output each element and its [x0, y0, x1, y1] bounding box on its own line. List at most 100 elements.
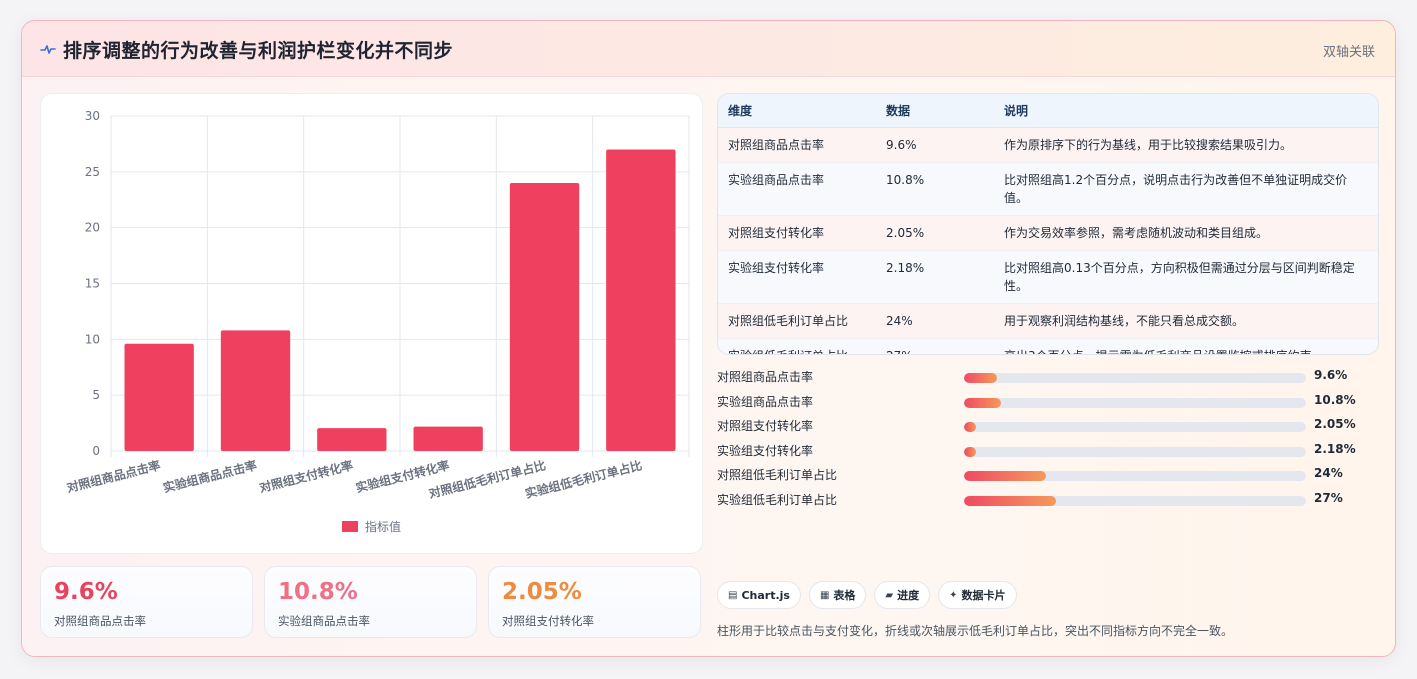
tag-data-cards[interactable]: ✦ 数据卡片: [938, 581, 1017, 609]
tag-label: 进度: [897, 589, 920, 602]
table-cell: 用于观察利润结构基线，不能只看总成交额。: [994, 303, 1378, 339]
kpi-value: 9.6%: [54, 579, 118, 605]
progress-track: [964, 397, 1306, 408]
progress-track: [964, 446, 1306, 457]
table-cell: 2.05%: [876, 215, 994, 251]
progress-label: 对照组支付转化率: [717, 419, 814, 434]
table-cell: 10.8%: [876, 162, 994, 216]
kpi-card: 9.6% 对照组商品点击率: [40, 566, 253, 638]
kpi-card: 10.8% 实验组商品点击率: [264, 566, 477, 638]
legend-swatch: [342, 521, 358, 532]
tag-progress[interactable]: ▰ 进度: [874, 581, 931, 609]
progress-fill: [964, 373, 997, 383]
y-tick-label: 0: [92, 444, 100, 458]
table-cell: 24%: [876, 303, 994, 339]
progress-label: 实验组支付转化率: [717, 443, 814, 458]
progress-value: 9.6%: [1314, 368, 1348, 382]
progress-fill: [964, 446, 976, 457]
y-tick-label: 20: [85, 221, 100, 235]
kpi-label: 对照组商品点击率: [54, 614, 146, 628]
progress-fill: [964, 397, 1001, 408]
table-row: 对照组支付转化率 2.05% 作为交易效率参照，需考虑随机波动和类目组成。: [718, 215, 1378, 251]
table-cell: 实验组低毛利订单占比: [718, 338, 876, 354]
chart-bar: [509, 183, 580, 451]
progress-value: 10.8%: [1314, 392, 1356, 407]
progress-row: 实验组支付转化率 2.18%: [717, 440, 1379, 465]
x-tick-label: 对照组商品点击率: [65, 457, 162, 495]
progress-label: 实验组低毛利订单占比: [717, 492, 838, 507]
y-tick-label: 5: [92, 388, 100, 402]
legend-label: 指标值: [365, 519, 401, 534]
chart-bar: [606, 149, 676, 451]
y-tick-label: 10: [85, 332, 100, 346]
table-header-cell: 说明: [994, 94, 1378, 128]
table-cell: 对照组支付转化率: [718, 215, 876, 251]
progress-value: 2.18%: [1314, 441, 1356, 456]
table-row: 实验组支付转化率 2.18% 比对照组高0.13个百分点，方向积极但需通过分层与…: [718, 250, 1378, 304]
pulse-icon: [40, 45, 56, 54]
tag-label: Chart.js: [741, 588, 790, 602]
progress-row: 实验组商品点击率 10.8%: [717, 391, 1379, 416]
page-title: 排序调整的行为改善与利润护栏变化并不同步: [63, 40, 454, 62]
progress-fill: [964, 422, 976, 433]
table-cell: 比对照组高0.13个百分点，方向积极但需通过分层与区间判断稳定性。: [994, 250, 1378, 304]
tag-table[interactable]: ▦ 表格: [808, 581, 867, 609]
dashboard-card: 排序调整的行为改善与利润护栏变化并不同步 双轴关联 0 5 10 15 20 25 30 对照…: [21, 20, 1396, 657]
kpi-label: 对照组支付转化率: [502, 614, 594, 628]
progress-fill: [964, 471, 1047, 482]
progress-icon: ▰: [885, 589, 894, 601]
y-tick-label: 25: [85, 165, 100, 179]
table-cell: 对照组低毛利订单占比: [718, 303, 876, 339]
progress-row: 对照组支付转化率 2.05%: [717, 415, 1379, 440]
chart-bar: [124, 343, 194, 451]
progress-track: [964, 471, 1306, 482]
progress-label: 实验组商品点击率: [717, 394, 814, 409]
table-row: 实验组低毛利订单占比 27% 高出3个百分点，提示需为低毛利商品设置监控或排序约…: [718, 338, 1378, 354]
tag-list: ▤ Chart.js ▦ 表格 ▰ 进度 ✦ 数据卡片: [717, 581, 1017, 609]
progress-track: [964, 422, 1306, 433]
progress-row: 对照组低毛利订单占比 24%: [717, 464, 1379, 489]
sparkle-icon: ✦: [949, 589, 958, 601]
progress-value: 27%: [1314, 490, 1343, 505]
table-row: 对照组低毛利订单占比 24% 用于观察利润结构基线，不能只看总成交额。: [718, 303, 1378, 339]
table-cell: 对照组商品点击率: [718, 127, 876, 163]
table-header-cell: 数据: [876, 94, 994, 128]
kpi-value: 10.8%: [278, 579, 358, 605]
table-cell: 作为交易效率参照，需考虑随机波动和类目组成。: [994, 215, 1378, 251]
progress-value: 24%: [1314, 466, 1343, 481]
table-cell: 27%: [876, 338, 994, 354]
card-header: 排序调整的行为改善与利润护栏变化并不同步 双轴关联: [22, 21, 1395, 77]
table-header-cell: 维度: [718, 94, 876, 128]
progress-label: 对照组低毛利订单占比: [717, 468, 838, 483]
data-table: 维度 数据 说明 对照组商品点击率 9.6% 作为原排序下的行为基线，用于比较搜…: [717, 93, 1379, 355]
table-header-row: 维度 数据 说明: [718, 94, 1378, 128]
chart-bar: [317, 428, 387, 451]
y-tick-label: 15: [85, 277, 100, 291]
tag-label: 数据卡片: [961, 589, 1006, 602]
x-tick-label: 对照组支付转化率: [258, 457, 355, 495]
kpi-value: 2.05%: [502, 579, 582, 605]
progress-track: [964, 495, 1306, 506]
table-row: 对照组商品点击率 9.6% 作为原排序下的行为基线，用于比较搜索结果吸引力。: [718, 127, 1378, 163]
kpi-card: 2.05% 对照组支付转化率: [488, 566, 701, 638]
table-cell: 实验组支付转化率: [718, 250, 876, 304]
table-cell: 作为原排序下的行为基线，用于比较搜索结果吸引力。: [994, 127, 1378, 163]
chart-bar: [413, 426, 483, 451]
tag-label: 表格: [833, 589, 856, 602]
progress-row: 实验组低毛利订单占比 27%: [717, 489, 1379, 514]
progress-fill: [964, 495, 1057, 506]
bar-chart: 0 5 10 15 20 25 30 对照组商品点击率 实验组商品点击率 对照组支付转化率 实验组支…: [40, 93, 703, 554]
table-cell: 比对照组高1.2个百分点，说明点击行为改善但不单独证明成交价值。: [994, 162, 1378, 216]
table-icon: ▦: [819, 589, 830, 601]
tag-chartjs[interactable]: ▤ Chart.js: [717, 581, 801, 609]
header-badge: 双轴关联: [1322, 45, 1375, 60]
progress-list: 对照组商品点击率 9.6% 实验组商品点击率 10.8% 对照组支付转化率 2.…: [717, 366, 1379, 514]
progress-label: 对照组商品点击率: [717, 370, 814, 384]
table-cell: 高出3个百分点，提示需为低毛利商品设置监控或排序约束。: [994, 338, 1378, 354]
chart-icon: ▤: [728, 589, 738, 601]
table-cell: 2.18%: [876, 250, 994, 304]
x-tick-label: 实验组商品点击率: [161, 457, 258, 495]
table-cell: 实验组商品点击率: [718, 162, 876, 216]
progress-value: 2.05%: [1314, 417, 1356, 432]
